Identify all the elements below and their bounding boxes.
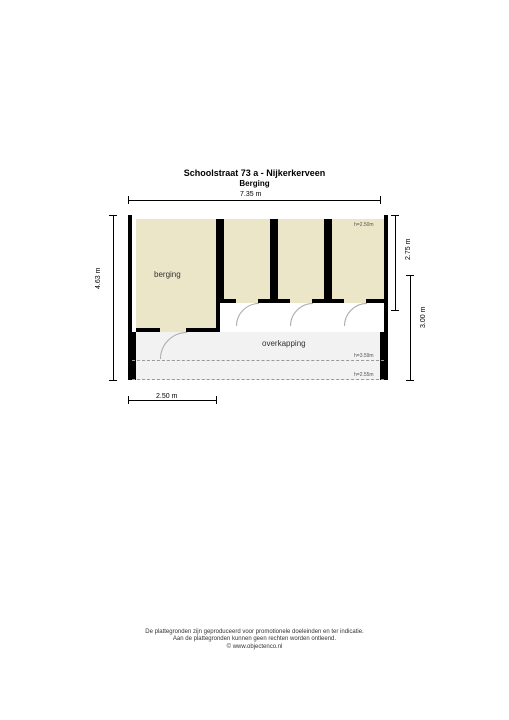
page: Schoolstraat 73 a - Nijkerkerveen Bergin… <box>0 0 509 720</box>
dim-right-upper-tick-top <box>391 215 399 216</box>
dash-bottom <box>132 379 384 380</box>
door-gap-3 <box>290 299 312 303</box>
dim-bottom-tick-right <box>216 396 217 404</box>
dim-top-tick-left <box>128 196 129 204</box>
dim-right-upper-label: 2.75 m <box>405 237 412 262</box>
door-gap-2 <box>236 299 258 303</box>
dim-right-lower-line <box>410 275 411 380</box>
outer-boundary: berging overkapping h=2.50m h=3.59m h=2.… <box>128 215 388 380</box>
dim-top-tick-right <box>380 196 381 204</box>
door-gap-4 <box>344 299 366 303</box>
dim-left-line <box>113 215 114 380</box>
floor-plan: berging overkapping h=2.50m h=3.59m h=2.… <box>128 215 380 380</box>
dim-left-tick-top <box>109 215 117 216</box>
room-stall-4 <box>328 219 384 303</box>
room-stall-2 <box>220 219 274 303</box>
dash-mid <box>132 360 384 361</box>
dim-bottom-label: 2.50 m <box>152 393 181 400</box>
dim-right-lower-label: 3.00 m <box>420 305 427 330</box>
dim-right-lower-tick-top <box>406 275 414 276</box>
title-line-2: Berging <box>0 179 509 188</box>
dim-left-tick-bot <box>109 380 117 381</box>
footer-line-3: © www.objectenco.nl <box>0 644 509 652</box>
dim-bottom-line <box>128 400 216 401</box>
height-note-mid: h=3.59m <box>354 353 374 359</box>
title-line-1: Schoolstraat 73 a - Nijkerkerveen <box>0 168 509 178</box>
dim-right-upper-tick-bot <box>391 310 399 311</box>
height-note-r4: h=2.50m <box>354 222 374 228</box>
dim-top-label: 7.35 m <box>236 191 265 198</box>
dim-top-line <box>128 200 380 201</box>
height-note-bottom: h=2.55m <box>354 372 374 378</box>
footer: De plattegronden zijn geproduceerd voor … <box>0 629 509 652</box>
dim-right-lower-tick-bot <box>406 380 414 381</box>
dim-right-upper-line <box>395 215 396 310</box>
label-berging: berging <box>154 270 181 279</box>
door-gap-berging <box>160 328 186 332</box>
label-overkapping: overkapping <box>262 339 306 348</box>
dim-left-label: 4.63 m <box>95 264 102 293</box>
dim-bottom-tick-left <box>128 396 129 404</box>
room-stall-3 <box>274 219 328 303</box>
footer-line-1: De plattegronden zijn geproduceerd voor … <box>0 629 509 637</box>
